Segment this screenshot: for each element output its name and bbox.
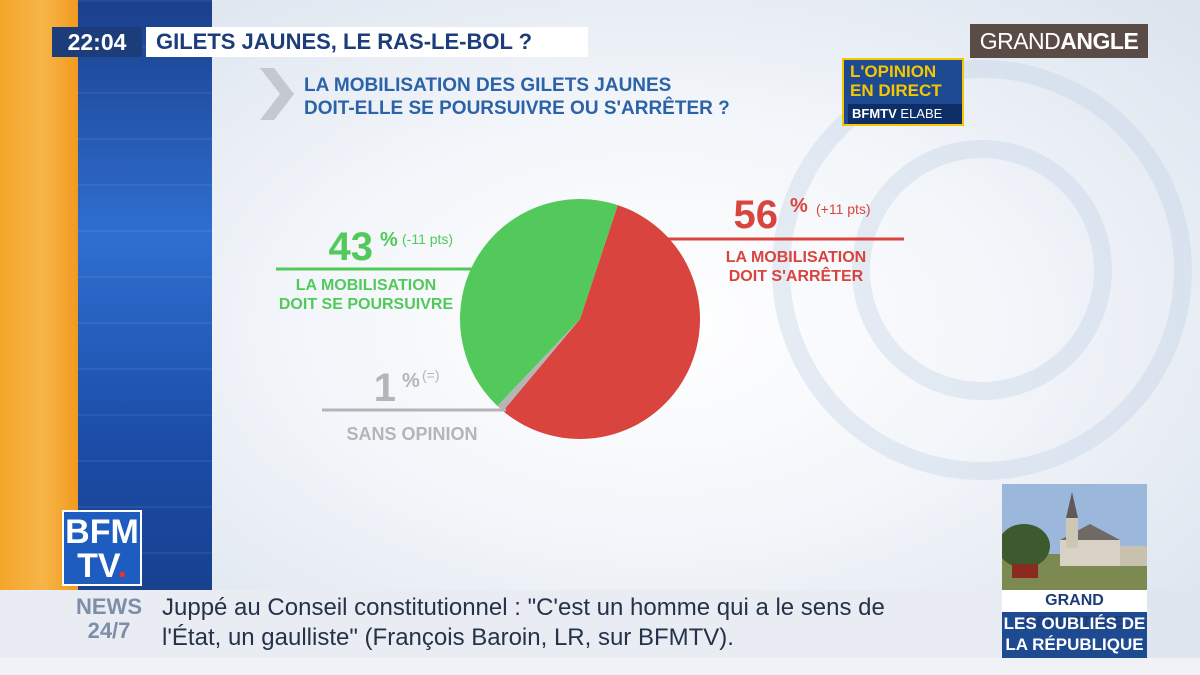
ticker-text-line1: Juppé au Conseil constitutionnel : "C'es…: [162, 594, 885, 621]
clock: 22:04: [52, 27, 142, 57]
opinion-badge-brand: BFMTV ELABE: [848, 104, 962, 124]
opinion-badge-brand-bold: BFMTV: [852, 106, 897, 121]
bfmtv-logo-tv: TV: [77, 547, 118, 585]
poll-question: LA MOBILISATION DES GILETS JAUNES DOIT-E…: [304, 74, 824, 120]
news-logo-line1: NEWS: [76, 594, 142, 619]
reportage-thumbnail: [1002, 484, 1147, 590]
reportage-title-line1: LES OUBLIÉS DE: [1003, 614, 1146, 633]
bfmtv-logo-dot: .: [117, 547, 127, 585]
bfmtv-logo: BFM TV.: [62, 510, 142, 586]
data-label-value-continue: 43: [329, 225, 374, 269]
data-label-value-stop: 56: [734, 193, 779, 237]
opinion-badge-line1: L'OPINION: [850, 62, 937, 81]
data-label-value-no-opinion: 1: [374, 366, 396, 410]
slice-no-opinion: [497, 319, 580, 412]
pie-slices: [459, 198, 701, 439]
opinion-badge: L'OPINION EN DIRECT BFMTV ELABE: [842, 58, 964, 126]
data-label-unit-stop: %: [790, 195, 808, 217]
chevron-right-icon: [260, 68, 294, 120]
program-logo: GRANDANGLE: [970, 24, 1148, 58]
data-label-change-no-opinion: (=): [422, 367, 440, 383]
ticker-text: Juppé au Conseil constitutionnel : "C'es…: [162, 593, 998, 653]
news-ticker: [0, 590, 1002, 658]
bfmtv-logo-line2: TV.: [64, 549, 140, 583]
bfmtv-logo-line1: BFM: [65, 513, 139, 551]
slice-label-continue-line2: DOIT SE POURSUIVRE: [279, 296, 454, 313]
headline: GILETS JAUNES, LE RAS-LE-BOL ?: [146, 27, 588, 57]
opinion-badge-brand-light: ELABE: [900, 106, 943, 121]
poll-question-line1: LA MOBILISATION DES GILETS JAUNES: [304, 75, 672, 96]
ticker-text-line2: l'État, un gaulliste" (François Baroin, …: [162, 624, 734, 651]
slice-label-no-opinion: SANS OPINION: [346, 424, 477, 444]
slice-label-continue-line1: LA MOBILISATION: [296, 277, 436, 294]
bottom-strip: [0, 658, 1200, 675]
news-logo-line2: 24/7: [87, 618, 131, 643]
poll-question-line2: DOIT-ELLE SE POURSUIVRE OU S'ARRÊTER ?: [304, 98, 730, 119]
slice-continue: [459, 198, 618, 406]
data-label-unit-continue: %: [380, 229, 398, 251]
slice-label-stop-line1: LA MOBILISATION: [726, 249, 866, 266]
reportage-label: GRAND REPORTAGE: [1002, 590, 1147, 631]
data-label-change-continue: (-11 pts): [402, 231, 453, 247]
news-24-7-logo: NEWS 24/7: [70, 595, 148, 643]
reportage-banner: GRAND REPORTAGE LES OUBLIÉS DE LA RÉPUBL…: [1002, 590, 1147, 658]
reportage-title: LES OUBLIÉS DE LA RÉPUBLIQUE: [1002, 613, 1147, 655]
opinion-badge-line2: EN DIRECT: [850, 81, 942, 100]
church-image: [1002, 484, 1147, 590]
program-logo-light: GRAND: [979, 28, 1061, 54]
data-label-change-stop: (+11 pts): [816, 201, 871, 217]
reportage-title-line2: LA RÉPUBLIQUE: [1005, 635, 1144, 654]
slice-label-stop-line2: DOIT S'ARRÊTER: [729, 266, 864, 285]
program-logo-bold: ANGLE: [1060, 28, 1139, 54]
slice-stop: [502, 205, 701, 439]
data-label-unit-no-opinion: %: [402, 370, 420, 392]
